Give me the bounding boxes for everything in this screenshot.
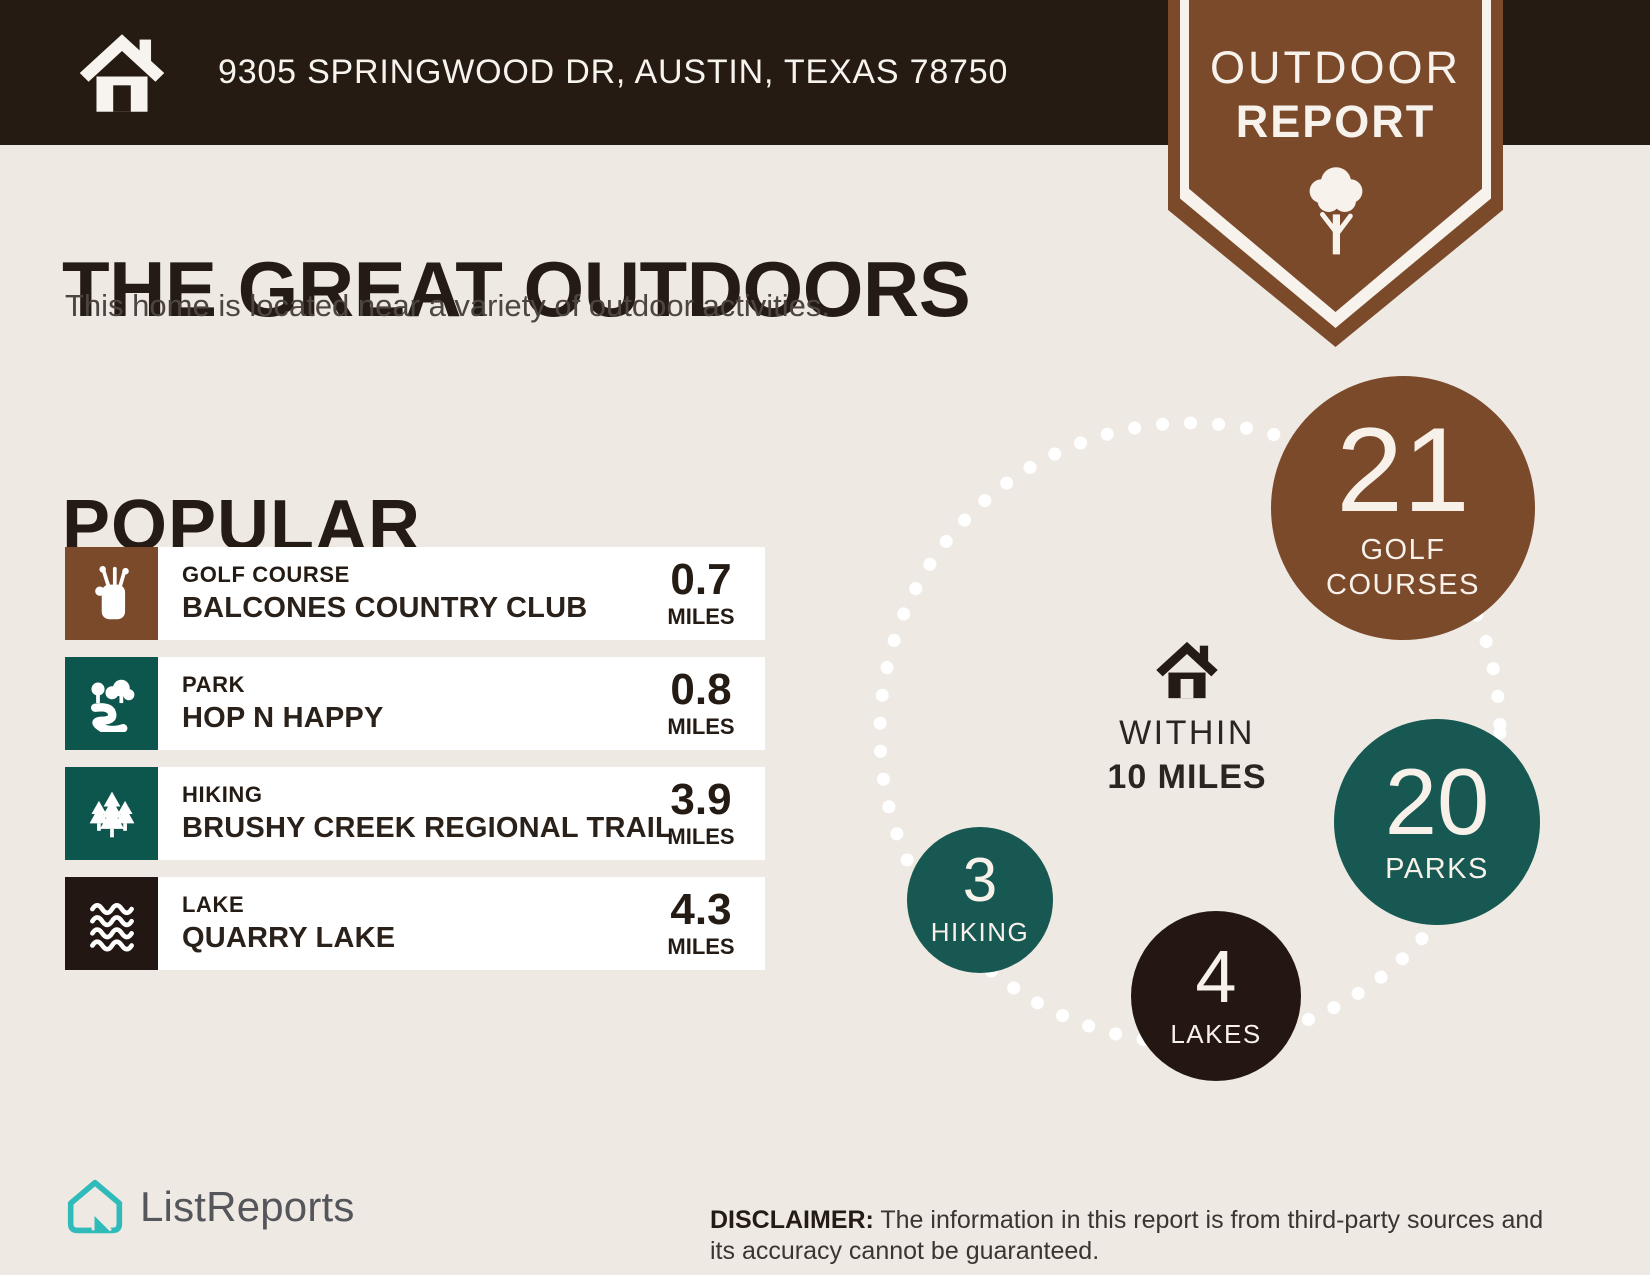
disclaimer-text: DISCLAIMER: The information in this repo…: [710, 1206, 1544, 1265]
bubble-value: 3: [962, 845, 998, 915]
item-name: HOP N HAPPY: [182, 702, 384, 734]
waves-icon: [65, 877, 158, 970]
distance-value: 4.3: [670, 884, 732, 934]
page-subtitle: This home is located near a variety of o…: [65, 288, 831, 323]
item-distance: 0.8 MILES: [651, 664, 751, 740]
bubble-value: 4: [1195, 935, 1237, 1019]
tree-icon: [1309, 167, 1362, 255]
listreports-logo-icon: [67, 1179, 123, 1234]
brand-name: ListReports: [140, 1183, 355, 1230]
item-name: BALCONES COUNTRY CLUB: [182, 592, 588, 624]
list-item-golf-course: GOLF COURSE BALCONES COUNTRY CLUB 0.7 MI…: [65, 547, 765, 640]
brand-logo: ListReports: [64, 1178, 355, 1236]
list-item-hiking: HIKING BRUSHY CREEK REGIONAL TRAIL 3.9 M…: [65, 767, 765, 860]
pine-trees-icon: [65, 767, 158, 860]
bubble-value: 21: [1336, 403, 1470, 538]
distance-unit: MILES: [667, 603, 735, 629]
distance-unit: MILES: [667, 713, 735, 739]
list-item-card: GOLF COURSE BALCONES COUNTRY CLUB 0.7 MI…: [158, 547, 765, 640]
home-icon: [1156, 641, 1218, 699]
bubble-hiking: 3 HIKING: [907, 827, 1053, 973]
list-item-lake: LAKE QUARRY LAKE 4.3 MILES: [65, 877, 765, 970]
item-category: HIKING: [182, 782, 263, 807]
item-distance: 4.3 MILES: [651, 884, 751, 960]
distance-unit: MILES: [667, 933, 735, 959]
radius-label-line2: 10 MILES: [1107, 758, 1267, 796]
bubble-value: 20: [1384, 748, 1490, 854]
park-icon: [65, 657, 158, 750]
badge-title-line1: OUTDOOR: [1210, 42, 1461, 93]
radius-center: WITHIN 10 MILES: [1037, 640, 1337, 797]
item-distance: 0.7 MILES: [651, 554, 751, 630]
page-title: THE GREAT OUTDOORS: [62, 245, 971, 334]
list-item-card: PARK HOP N HAPPY 0.8 MILES: [158, 657, 765, 750]
distance-value: 0.8: [670, 664, 732, 714]
outdoor-report-badge: OUTDOOR REPORT: [1168, 0, 1503, 347]
badge-title-line2: REPORT: [1235, 96, 1436, 147]
popular-list: GOLF COURSE BALCONES COUNTRY CLUB 0.7 MI…: [65, 547, 765, 970]
bubble-lakes: 4 LAKES: [1131, 911, 1301, 1081]
home-icon: [79, 33, 165, 112]
golf-bag-icon: [65, 547, 158, 640]
distance-value: 0.7: [670, 554, 732, 604]
disclaimer-label: DISCLAIMER:: [710, 1206, 874, 1234]
radius-label-line1: WITHIN: [1119, 714, 1255, 752]
bubble-label: HIKING: [930, 916, 1030, 947]
item-name: BRUSHY CREEK REGIONAL TRAIL: [182, 812, 673, 844]
item-category: GOLF COURSE: [182, 562, 350, 587]
distance-unit: MILES: [667, 823, 735, 849]
item-category: PARK: [182, 672, 246, 697]
bubble-label: PARKS: [1385, 853, 1489, 886]
bubble-label: GOLF COURSES: [1326, 534, 1480, 601]
bubble-parks: 20 PARKS: [1334, 719, 1540, 925]
list-item-card: HIKING BRUSHY CREEK REGIONAL TRAIL 3.9 M…: [158, 767, 765, 860]
bubble-label: LAKES: [1170, 1018, 1262, 1049]
item-name: QUARRY LAKE: [182, 922, 396, 954]
distance-value: 3.9: [670, 774, 732, 824]
bubble-golf-courses: 21 GOLF COURSES: [1271, 376, 1535, 640]
item-category: LAKE: [182, 892, 245, 917]
property-address: 9305 SPRINGWOOD DR, AUSTIN, TEXAS 78750: [218, 53, 1009, 91]
list-item-park: PARK HOP N HAPPY 0.8 MILES: [65, 657, 765, 750]
item-distance: 3.9 MILES: [651, 774, 751, 850]
list-item-card: LAKE QUARRY LAKE 4.3 MILES: [158, 877, 765, 970]
